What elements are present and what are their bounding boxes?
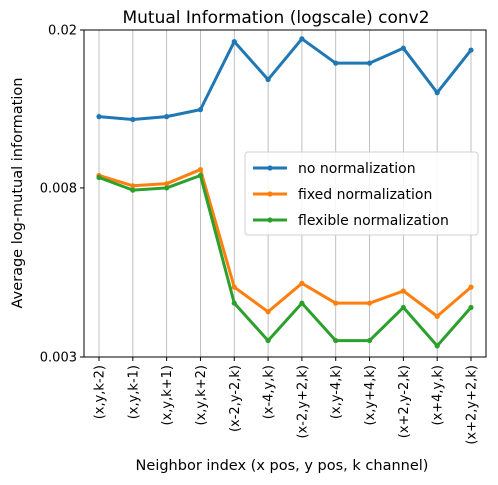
- x-tick-label: (x-2,y-2,k): [228, 365, 243, 432]
- data-point: [265, 309, 271, 315]
- x-tick-label: (x,y,k-1): [126, 365, 141, 419]
- legend-label: no normalization: [298, 161, 416, 177]
- x-tick-label: (x,y,k-2): [93, 365, 108, 419]
- x-tick-label: (x+2,y+2,k): [465, 365, 480, 445]
- data-point: [197, 166, 204, 173]
- x-tick-label: (x-2,y+2,k): [295, 365, 310, 438]
- legend: no normalization fixed normalization flexi…: [244, 151, 479, 236]
- legend-label: fixed normalization: [298, 187, 432, 203]
- chart-title: Mutual Information (logscale) conv2: [122, 8, 429, 28]
- x-axis-label: Neighbor index (x pos, y pos, k channel): [136, 458, 429, 474]
- series-line: [98, 173, 473, 348]
- legend-label: flexible normalization: [298, 213, 449, 229]
- y-tick-label: 0.003: [40, 351, 77, 366]
- data-point: [197, 107, 204, 113]
- data-point: [434, 313, 440, 319]
- data-point: [130, 187, 136, 193]
- data-point: [164, 185, 170, 191]
- data-point: [400, 304, 406, 311]
- x-tick-label: (x,y-4,k): [329, 365, 344, 419]
- data-point: [164, 181, 170, 187]
- data-point: [197, 172, 204, 179]
- data-point: [299, 300, 305, 306]
- legend-marker: [267, 217, 273, 223]
- y-tick-label: 0.008: [40, 181, 77, 196]
- data-point: [96, 114, 102, 120]
- data-point: [366, 60, 373, 66]
- data-point: [299, 36, 305, 42]
- data-point: [468, 284, 474, 290]
- data-point: [96, 174, 102, 181]
- data-point: [231, 300, 237, 306]
- data-point: [434, 343, 440, 349]
- data-point: [265, 76, 271, 83]
- data-point: [130, 116, 136, 123]
- data-point: [333, 300, 339, 306]
- data-point: [366, 337, 373, 344]
- data-point: [231, 284, 237, 290]
- data-point: [400, 288, 406, 294]
- data-point: [130, 183, 136, 189]
- y-tick-label: 0.02: [48, 24, 77, 39]
- plot-frame: [83, 29, 487, 358]
- axes: 0.003 0.008 0.02 (x,y,k-2) (x,y,k-1) (x,y,k+1…: [40, 24, 487, 445]
- legend-marker: [267, 191, 273, 197]
- series-line: [98, 168, 472, 318]
- x-tick-label: (x+2,y-2,k): [397, 365, 412, 438]
- data-point: [333, 60, 339, 66]
- data-point: [400, 45, 406, 51]
- data-point: [231, 38, 237, 45]
- x-tick-label: (x,y,k+1): [160, 365, 175, 426]
- data-point: [333, 337, 339, 344]
- y-axis-label: Average log-mutual information: [10, 78, 26, 309]
- legend-marker: [267, 165, 273, 171]
- data-point: [434, 90, 440, 96]
- data-point: [164, 114, 170, 120]
- data-point: [468, 47, 474, 53]
- data-point: [468, 304, 474, 311]
- x-tick-label: (x,y,k+2): [194, 365, 209, 426]
- x-tick-label: (x,y+4,k): [363, 365, 378, 426]
- data-point: [299, 280, 305, 286]
- legend-box: [244, 151, 479, 236]
- data-point: [265, 337, 271, 344]
- x-tick-label: (x+4,y,k): [431, 365, 446, 426]
- x-tick-label: (x-4,y,k): [262, 365, 277, 419]
- data-point: [366, 300, 373, 306]
- series-layer: [96, 36, 474, 349]
- series-line: [98, 37, 473, 121]
